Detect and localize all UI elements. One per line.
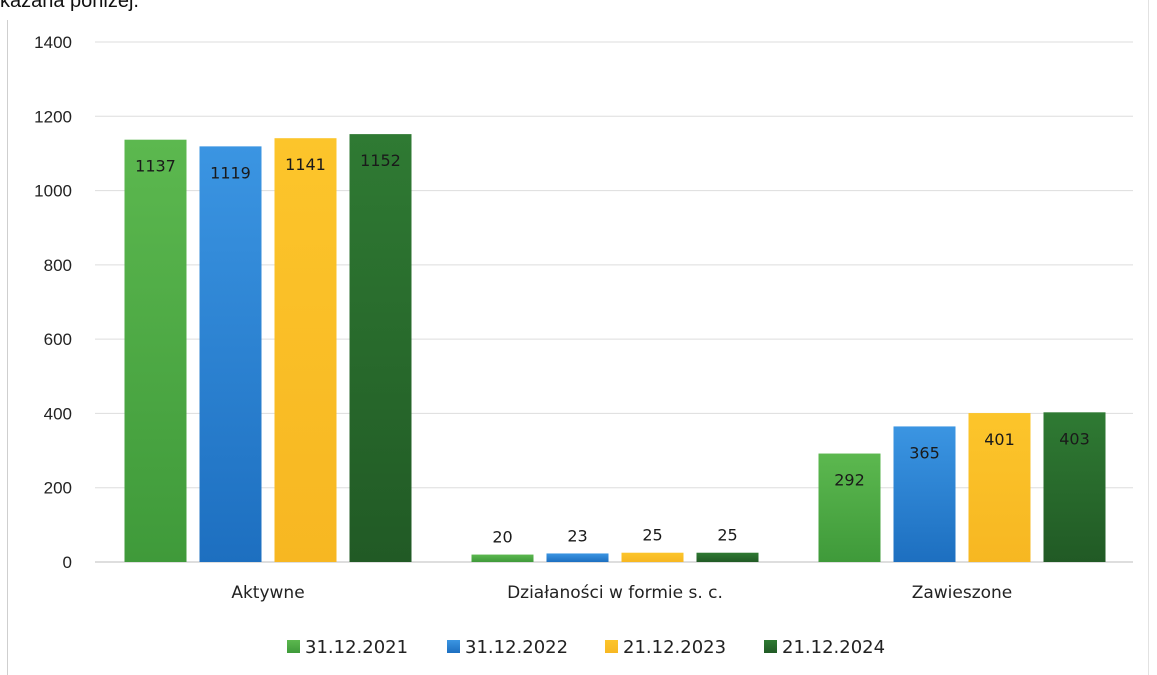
data-label: 403 [1059, 429, 1090, 448]
bar [893, 426, 956, 562]
data-label: 25 [642, 526, 662, 545]
legend: 31.12.2021 31.12.2022 21.12.2023 21.12.2024 [287, 637, 885, 658]
legend-swatch [287, 640, 300, 653]
x-category-label: Zawieszone [912, 583, 1013, 603]
data-label: 25 [717, 526, 737, 545]
bar [968, 413, 1031, 562]
y-axis: 0 200 400 600 800 1000 1200 1400 [34, 33, 72, 572]
data-label: 20 [492, 528, 512, 547]
data-label: 1137 [135, 157, 176, 176]
legend-swatch [447, 640, 460, 653]
grid-lines [95, 41, 1133, 563]
y-tick-label: 1400 [34, 33, 72, 52]
bar [199, 146, 262, 562]
legend-swatch [764, 640, 777, 653]
bar [349, 134, 412, 562]
y-tick-label: 600 [44, 330, 72, 349]
data-label: 1119 [210, 163, 251, 182]
data-label: 1141 [285, 155, 326, 174]
x-axis: Aktywne Działaności w formie s. c. Zawiesz… [231, 583, 1012, 603]
x-category-label: Działaności w formie s. c. [507, 583, 723, 603]
bar [471, 554, 534, 562]
y-tick-label: 1000 [34, 182, 72, 201]
y-tick-label: 0 [63, 553, 72, 572]
data-label: 365 [909, 443, 940, 462]
legend-swatch [605, 640, 618, 653]
data-label: 1152 [360, 151, 401, 170]
legend-label: 21.12.2023 [623, 637, 726, 658]
legend-label: 31.12.2022 [465, 637, 568, 658]
page-edge-rule [1148, 0, 1149, 675]
top-text-fragment: kazana poniżej. [0, 0, 139, 12]
y-tick-label: 800 [44, 256, 72, 275]
bars: 1137 1119 1141 1152 20 23 25 25 292 365 401 403 [124, 134, 1106, 562]
bar [124, 139, 187, 562]
bar [818, 453, 881, 562]
bar [546, 553, 609, 562]
y-tick-label: 400 [44, 404, 72, 423]
page-margin-rule [7, 20, 8, 675]
data-label: 401 [984, 430, 1015, 449]
legend-label: 31.12.2021 [305, 637, 408, 658]
bar [696, 552, 759, 562]
bar [274, 138, 337, 562]
y-tick-label: 200 [44, 479, 72, 498]
data-label: 292 [834, 471, 865, 490]
x-category-label: Aktywne [231, 583, 304, 603]
data-label: 23 [567, 526, 587, 545]
legend-label: 21.12.2024 [782, 637, 885, 658]
y-tick-label: 1200 [34, 107, 72, 126]
bar [1043, 412, 1106, 562]
bar [621, 552, 684, 562]
